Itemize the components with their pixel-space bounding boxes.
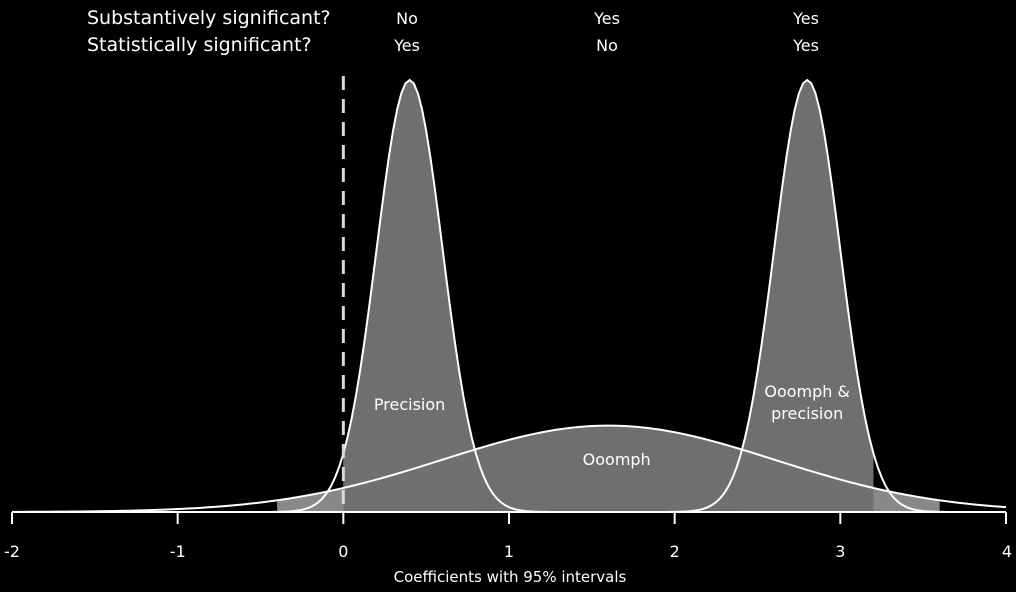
x-axis-label: Coefficients with 95% intervals — [394, 568, 627, 586]
col1-substantive-value: No — [396, 9, 418, 28]
x-tick-label: 2 — [670, 542, 680, 561]
x-tick-label: -1 — [170, 542, 186, 561]
col1-statistical-value: Yes — [394, 36, 420, 55]
col3-statistical-value: Yes — [793, 36, 819, 55]
ooomph-density-curve — [11, 424, 1007, 513]
ooomph-precision-label: Ooomph & precision — [764, 382, 850, 423]
distribution-labels: Precision Ooomph Ooomph & precision — [374, 382, 850, 469]
ooomph-precision-core-fill — [740, 80, 874, 512]
statistical-row-label: Statistically significant? — [87, 34, 312, 56]
x-tick-label: 0 — [338, 542, 348, 561]
x-tick-label: -2 — [4, 542, 20, 561]
x-tick-label: 3 — [835, 542, 845, 561]
ooomph-core-fill — [475, 425, 741, 512]
col2-substantive-value: Yes — [594, 9, 620, 28]
col3-substantive-value: Yes — [793, 9, 819, 28]
substantive-row-label: Substantively significant? — [87, 7, 331, 29]
x-tick-label: 1 — [504, 542, 514, 561]
interval-fills — [277, 80, 940, 512]
col2-statistical-value: No — [596, 36, 618, 55]
x-tick-label: 4 — [1002, 542, 1012, 561]
precision-core-fill — [343, 80, 476, 512]
ooomph-label: Ooomph — [583, 450, 651, 469]
x-axis: -2 -1 0 1 2 3 4 — [4, 511, 1012, 561]
precision-label: Precision — [374, 395, 445, 414]
